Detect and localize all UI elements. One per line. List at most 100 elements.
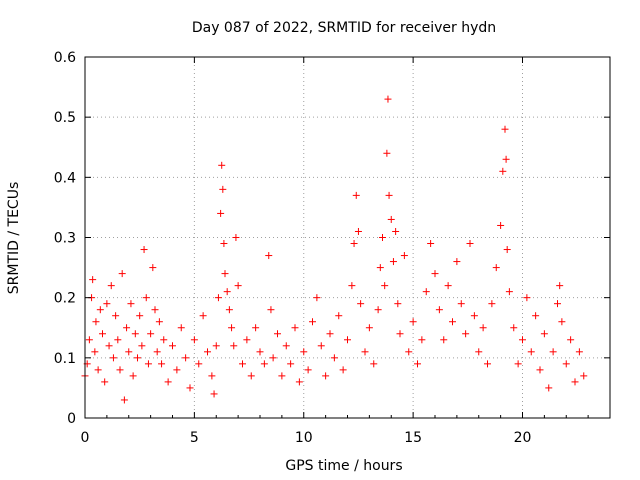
data-point <box>309 318 316 326</box>
data-point <box>282 342 290 350</box>
data-point <box>267 306 275 314</box>
data-point <box>131 330 139 338</box>
data-point <box>269 354 277 362</box>
data-point <box>394 300 402 308</box>
data-point <box>182 354 190 362</box>
data-point <box>160 336 168 344</box>
data-point <box>435 306 443 314</box>
data-point <box>348 282 356 290</box>
data-point <box>384 95 392 103</box>
data-point <box>352 191 360 199</box>
chart-title: Day 087 of 2022, SRMTID for receiver hyd… <box>192 20 496 36</box>
data-point <box>505 288 513 296</box>
y-axis-label: SRMTID / TECUs <box>6 182 22 295</box>
data-point <box>96 306 104 314</box>
data-point <box>103 300 111 308</box>
data-point <box>158 360 166 368</box>
data-point <box>127 300 135 308</box>
data-point <box>247 372 255 380</box>
data-point <box>291 324 299 332</box>
data-point <box>554 300 561 308</box>
data-point <box>123 324 131 332</box>
data-point <box>499 167 507 175</box>
data-point <box>492 264 500 272</box>
data-point <box>409 318 417 326</box>
data-point <box>109 354 117 362</box>
y-tick-label: 0 <box>67 411 76 427</box>
data-point <box>503 246 511 254</box>
data-point <box>562 360 570 368</box>
x-tick-label: 20 <box>514 430 532 446</box>
data-point <box>147 330 155 338</box>
data-point <box>243 336 251 344</box>
data-point <box>453 258 461 266</box>
y-tick-label: 0.2 <box>54 291 76 307</box>
data-points <box>81 95 588 404</box>
data-point <box>387 215 395 223</box>
axis-ticks: 0 0.1 0.2 0.3 0.4 0.5 0.6 0 5 10 15 20 <box>54 50 610 446</box>
data-point <box>580 372 588 380</box>
data-point <box>265 252 273 260</box>
data-point <box>260 360 268 368</box>
data-point <box>195 360 203 368</box>
data-point <box>134 354 141 362</box>
data-point <box>354 227 362 235</box>
data-point <box>365 324 373 332</box>
data-point <box>234 282 242 290</box>
data-point <box>186 384 194 392</box>
data-point <box>107 282 115 290</box>
data-point <box>479 324 487 332</box>
data-point <box>300 348 308 356</box>
data-point <box>151 306 159 314</box>
data-point <box>370 360 378 368</box>
data-point <box>330 354 338 362</box>
data-point <box>335 312 343 320</box>
data-point <box>422 288 430 296</box>
data-point <box>190 336 198 344</box>
data-point <box>217 209 225 217</box>
x-tick-label: 10 <box>295 430 313 446</box>
data-point <box>444 282 452 290</box>
data-point <box>295 378 303 386</box>
data-point <box>228 324 236 332</box>
data-point <box>514 360 522 368</box>
data-point <box>219 185 227 193</box>
data-point <box>322 372 330 380</box>
data-point <box>567 336 575 344</box>
data-point <box>385 191 393 199</box>
data-point <box>357 300 365 308</box>
data-point <box>527 348 535 356</box>
data-point <box>326 330 334 338</box>
data-point <box>381 282 389 290</box>
data-point <box>101 378 109 386</box>
data-point <box>475 348 483 356</box>
data-point <box>418 336 426 344</box>
data-point <box>379 234 386 241</box>
data-point <box>317 342 325 350</box>
data-point <box>400 252 408 260</box>
data-point <box>89 276 97 284</box>
data-point <box>252 324 260 332</box>
data-point <box>164 378 172 386</box>
data-point <box>501 125 509 133</box>
data-point <box>220 240 228 248</box>
data-point <box>278 372 286 380</box>
x-axis-label: GPS time / hours <box>285 458 402 474</box>
y-tick-label: 0.5 <box>54 110 76 126</box>
data-point <box>153 348 161 356</box>
data-point <box>204 348 211 356</box>
data-point <box>287 360 295 368</box>
data-point <box>344 336 351 344</box>
data-point <box>199 312 207 320</box>
data-point <box>304 366 312 374</box>
data-point <box>149 264 157 272</box>
data-point <box>556 282 564 290</box>
data-point <box>431 270 439 278</box>
data-point <box>405 348 413 356</box>
data-point <box>536 366 544 374</box>
data-point <box>497 221 505 229</box>
data-point <box>256 348 264 356</box>
data-point <box>140 246 148 254</box>
data-point <box>414 360 421 368</box>
data-point <box>545 384 553 392</box>
